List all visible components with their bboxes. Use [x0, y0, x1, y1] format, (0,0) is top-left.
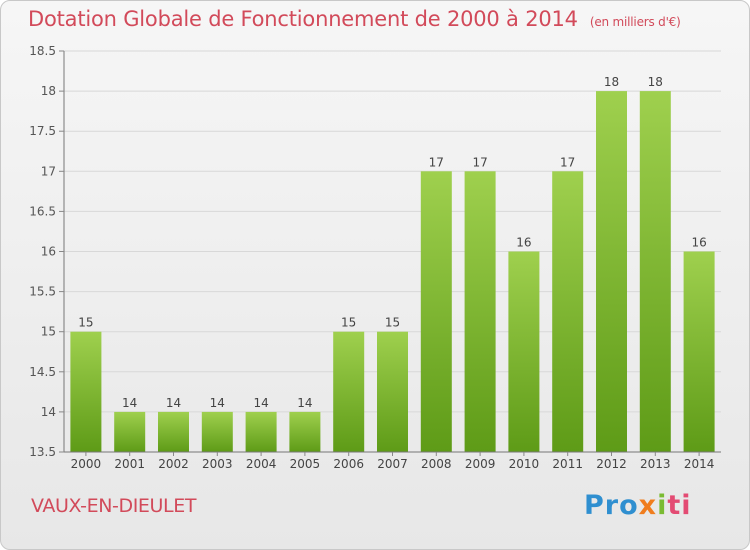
bar-2002 — [158, 411, 189, 452]
data-label: 14 — [253, 396, 268, 410]
chart-title-text: Dotation Globale de Fonctionnement de 20… — [28, 7, 578, 31]
bar-2001 — [114, 411, 146, 452]
y-tick-label: 15 — [41, 325, 56, 339]
y-tick-label: 13.5 — [29, 445, 56, 459]
y-tick-label: 18 — [41, 84, 56, 98]
data-label: 15 — [385, 316, 400, 330]
x-tick-label: 2007 — [377, 457, 408, 471]
logo-part-1: Pro — [584, 490, 639, 521]
y-tick-label: 16.5 — [29, 204, 56, 218]
x-tick-label: 2002 — [158, 457, 189, 471]
x-tick-label: 2014 — [684, 457, 715, 471]
bar-2000 — [70, 331, 102, 452]
data-label: 17 — [429, 155, 444, 169]
bars — [70, 91, 715, 453]
y-tick-labels: 13.5 14 14.5 15 15.5 16 16.5 17 17.5 18 18.5 — [29, 44, 64, 459]
data-label: 17 — [560, 155, 575, 169]
bar-2010 — [508, 251, 540, 452]
bar-2013 — [639, 91, 671, 452]
y-tick-label: 14 — [41, 405, 56, 419]
chart-title-unit: (en milliers d'€) — [589, 15, 681, 29]
x-tick-label: 2000 — [71, 457, 102, 471]
y-tick-label: 14.5 — [29, 365, 56, 379]
proxiti-logo[interactable]: Proxiti — [584, 490, 692, 521]
commune-name: VAUX-EN-DIEULET — [31, 495, 197, 517]
y-tick-label: 16 — [41, 245, 56, 259]
data-label: 14 — [166, 396, 181, 410]
x-tick-label: 2013 — [640, 457, 671, 471]
data-label: 18 — [648, 75, 663, 89]
bar-2008 — [420, 171, 452, 453]
y-tick-label: 17 — [41, 164, 56, 178]
bar-2004 — [245, 411, 277, 452]
bar-2011 — [552, 171, 584, 453]
data-label: 18 — [604, 75, 619, 89]
x-tick-label: 2008 — [421, 457, 452, 471]
x-tick-label: 2010 — [509, 457, 540, 471]
logo-part-4: ti — [667, 490, 692, 521]
logo-part-3: i — [657, 490, 668, 521]
bar-2007 — [377, 331, 408, 452]
data-label: 16 — [516, 236, 531, 250]
x-tick-label: 2012 — [596, 457, 627, 471]
x-tick-label: 2003 — [202, 457, 233, 471]
bar-2003 — [201, 411, 233, 452]
y-tick-label: 15.5 — [29, 285, 56, 299]
y-tick-label: 18.5 — [29, 44, 56, 58]
data-label: 14 — [122, 396, 137, 410]
y-tick-label: 17.5 — [29, 124, 56, 138]
bar-2012 — [596, 91, 627, 452]
x-tick-label: 2005 — [290, 457, 321, 471]
bar-2009 — [464, 171, 496, 453]
x-tick-labels: 2000 2001 2002 2003 2004 2005 2006 2007 2008 2009… — [71, 452, 715, 471]
data-label: 14 — [297, 396, 312, 410]
data-label: 16 — [691, 236, 706, 250]
logo-part-2: x — [638, 490, 658, 521]
data-label: 15 — [341, 316, 356, 330]
bar-2005 — [289, 411, 321, 452]
x-tick-label: 2006 — [333, 457, 364, 471]
chart-title: Dotation Globale de Fonctionnement de 20… — [28, 7, 681, 31]
data-label: 17 — [472, 155, 487, 169]
x-tick-label: 2011 — [552, 457, 583, 471]
data-labels: 15 14 14 14 14 14 15 15 17 17 16 17 18 18 16 — [78, 75, 706, 410]
bar-2006 — [333, 331, 365, 452]
x-tick-label: 2001 — [114, 457, 145, 471]
x-tick-label: 2009 — [465, 457, 496, 471]
data-label: 14 — [210, 396, 225, 410]
bar-2014 — [683, 251, 715, 452]
data-label: 15 — [78, 316, 93, 330]
x-tick-label: 2004 — [246, 457, 277, 471]
